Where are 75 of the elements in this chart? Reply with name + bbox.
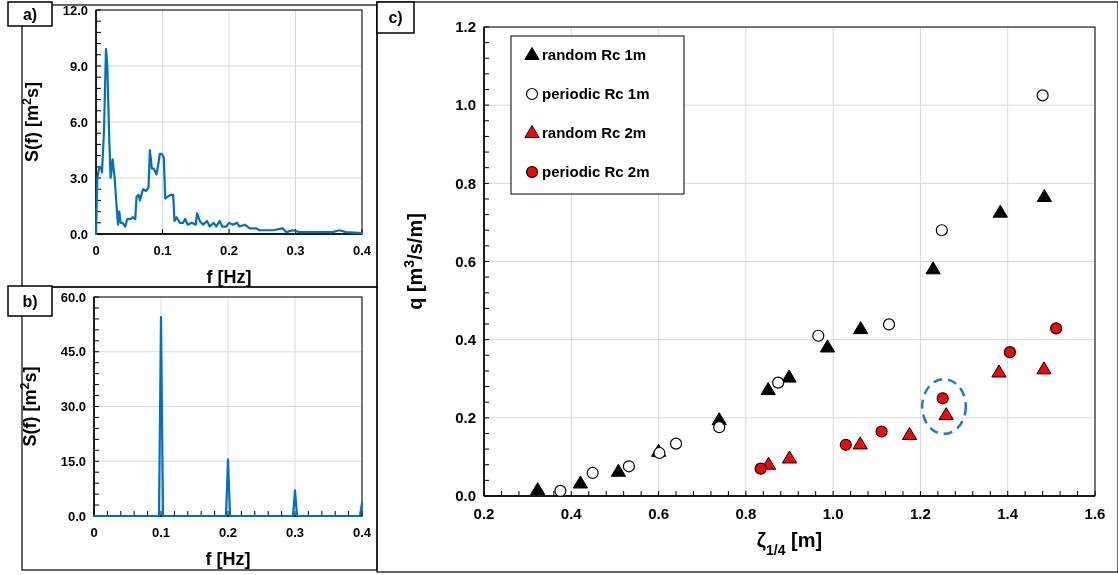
y-tick-label: 1.2 [455, 18, 476, 36]
point [781, 450, 798, 464]
x-tick-label: 0.6 [648, 505, 669, 522]
point [819, 339, 836, 353]
x-tick-label: 0.2 [473, 505, 495, 522]
point [1036, 361, 1052, 375]
y-tick-label: 30.0 [60, 399, 86, 415]
point [991, 364, 1007, 378]
point [622, 460, 635, 473]
point [1036, 89, 1049, 102]
x-axis-title: f [Hz] [205, 549, 251, 569]
point [925, 261, 941, 275]
y-tick-label: 0.8 [455, 174, 476, 192]
x-axis-title: f [Hz] [206, 267, 252, 287]
y-tick-label: 0.0 [67, 508, 86, 524]
x-axis-title: ζ$_{1/4}$ [m] [756, 529, 823, 558]
y-tick-label: 0.2 [455, 409, 476, 427]
y-tick-label: 45.0 [60, 344, 86, 360]
legend-label: random Rc 2m [542, 124, 647, 142]
y-tick-label: 3.0 [69, 170, 88, 186]
point [812, 329, 825, 342]
chart-title: a) [22, 5, 38, 23]
legend-label: periodic Rc 1m [542, 85, 650, 103]
x-tick-label: 1.6 [1084, 505, 1106, 522]
point [772, 376, 785, 389]
y-tick-label: 0.4 [455, 330, 477, 348]
y-tick-label: 6.0 [69, 114, 88, 130]
legend-label: random Rc 1m [542, 46, 647, 64]
y-tick-label: 9.0 [69, 58, 88, 74]
point [669, 437, 683, 450]
point [839, 438, 852, 451]
point [1036, 189, 1052, 203]
x-tick-label: 0.3 [285, 525, 305, 540]
x-tick-label: 1.4 [997, 505, 1019, 522]
x-tick-label: 0.4 [560, 505, 583, 522]
point [1050, 322, 1063, 335]
point [554, 484, 567, 498]
point [1003, 346, 1016, 359]
y-tick-label: 12.0 [62, 2, 88, 18]
x-tick-label: 0.1 [151, 525, 171, 540]
x-tick-label: 0.4 [352, 525, 372, 540]
legend-label: periodic Rc 2m [542, 163, 650, 181]
point [882, 318, 896, 331]
x-tick-label: 0.8 [735, 505, 757, 522]
x-tick-label: 0.2 [219, 243, 239, 258]
y-tick-label: 15.0 [60, 453, 86, 469]
point [875, 425, 888, 438]
point [781, 369, 797, 383]
point [852, 436, 868, 450]
point [713, 421, 726, 434]
x-tick-label: 1.2 [910, 505, 931, 522]
point [853, 321, 869, 335]
point [760, 382, 776, 396]
y-tick-label: 60.0 [60, 289, 86, 305]
x-tick-label: 0 [92, 243, 100, 258]
y-tick-label: 0.0 [455, 487, 476, 505]
x-tick-label: 0 [90, 525, 98, 540]
point [754, 462, 767, 475]
x-tick-label: 0.4 [352, 243, 372, 258]
x-tick-label: 0.1 [153, 243, 172, 258]
chart-title: c) [388, 9, 403, 27]
point [530, 482, 546, 496]
point [992, 204, 1008, 218]
x-tick-label: 1.0 [822, 505, 844, 522]
point [586, 466, 599, 480]
point [572, 475, 589, 489]
x-tick-label: 0.2 [218, 525, 238, 540]
chart-title: b) [22, 292, 38, 310]
point [936, 392, 949, 405]
point [610, 463, 627, 477]
y-tick-label: 0.0 [69, 226, 88, 242]
x-tick-label: 0.3 [286, 243, 305, 258]
point [901, 427, 918, 441]
point [935, 224, 948, 237]
y-tick-label: 1.0 [455, 96, 476, 114]
